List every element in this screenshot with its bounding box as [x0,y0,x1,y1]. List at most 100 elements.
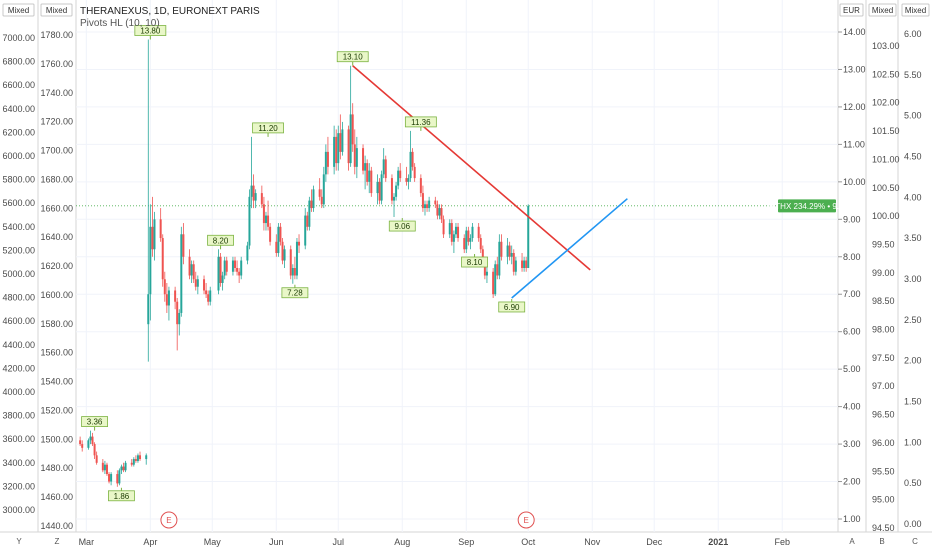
right3-tick-label: 5.50 [904,70,922,80]
far_left-tick-label: 5400.00 [2,222,35,232]
pivot-high-label: 11.20 [252,122,284,137]
candle-body [312,189,315,209]
candle-body [93,444,96,456]
pivot-low-label: 1.86 [108,487,135,502]
candle [238,268,241,283]
earnings-marker[interactable]: E [517,511,535,529]
time-tick-label: Feb [774,537,790,547]
candle [506,238,509,265]
candle [467,226,470,246]
price-tick-label: 6.00 [843,327,861,337]
candle [161,234,164,287]
candle-body [454,226,457,235]
right-mixed-label-2: Mixed [905,6,926,15]
right3-tick-label: 3.50 [904,233,922,243]
price-tick-label: 7.00 [843,289,861,299]
candle-body [238,271,241,276]
candle-body [426,204,429,209]
right-mixed-button-2[interactable]: Mixed [901,3,930,17]
support-trendline[interactable] [511,198,628,299]
candle [322,166,325,209]
candle-body [434,200,437,205]
earnings-circle [160,511,178,529]
candle-body [506,245,509,257]
candle-body [355,148,358,167]
candle-body [390,178,393,201]
candle-body [279,226,282,242]
candle [149,204,152,321]
left-mixed-label: Mixed [46,6,67,15]
right-mixed-button-1[interactable]: Mixed [868,3,897,17]
right3-tick-label: 4.50 [904,152,922,162]
time-tick-label: 2021 [708,537,728,547]
left-mixed-button[interactable]: Mixed [40,3,73,17]
candle [390,174,393,205]
right2-tick-label: 102.50 [872,69,900,79]
candle [163,271,166,302]
candle [231,256,234,276]
candle [196,275,199,295]
candle-body [250,185,253,197]
candles [79,39,530,487]
corner-button-y[interactable]: Y [16,537,22,546]
candle [248,189,251,250]
candle-body [351,114,354,145]
corner-button-a[interactable]: A [849,537,855,546]
candle-body [438,208,441,216]
candle [134,455,137,463]
candle [91,432,94,446]
candle [188,249,191,280]
candle [89,430,92,445]
candle [405,166,408,186]
time-tick-label: Sep [458,537,474,547]
far-left-scale [0,0,38,532]
candle [436,200,439,220]
candle [192,260,195,283]
candle-body [405,178,408,182]
candle [521,253,524,272]
right3-tick-label: 0.50 [904,478,922,488]
corner-button-a-label: A [849,537,855,546]
candle [136,453,139,463]
candle-body [380,174,383,201]
candle [101,459,104,473]
far-left-mixed-label: Mixed [8,6,29,15]
candle [264,211,267,231]
candle [510,245,513,265]
candle-body [108,474,111,482]
candle-body [492,271,495,295]
candle [496,256,499,280]
candle-body [419,178,422,194]
candle-body [481,249,484,261]
candle-body [469,238,472,242]
candle-body [384,159,387,179]
candle [421,185,424,212]
left-tick-label: 1660.00 [40,203,73,213]
candle [151,196,154,257]
candle-body [151,226,154,250]
candle-body [196,279,199,287]
candle [308,196,311,231]
eur-currency-button[interactable]: EUR [839,3,864,17]
pivot-box [498,301,526,313]
time-tick-label: Nov [584,537,601,547]
corner-button-z[interactable]: Z [55,537,60,546]
earnings-marker[interactable]: E [160,511,178,529]
indicator-label[interactable]: Pivots HL (10, 10) [80,18,160,29]
candle [411,148,414,171]
corner-button-b[interactable]: B [879,537,884,546]
far_left-tick-label: 6200.00 [2,127,35,137]
resistance-trendline[interactable] [352,65,591,271]
candle-body [411,151,414,167]
candle-body [442,219,445,235]
candle [153,211,156,261]
corner-button-c[interactable]: C [912,537,918,546]
price-tick-label: 13.00 [843,64,866,74]
corner-button-b-label: B [879,537,884,546]
candle [318,178,321,201]
price-tick-label: 5.00 [843,364,861,374]
candle-body [498,241,501,276]
candle [159,208,162,242]
candle [426,200,429,212]
far-left-mixed-button[interactable]: Mixed [2,3,35,17]
